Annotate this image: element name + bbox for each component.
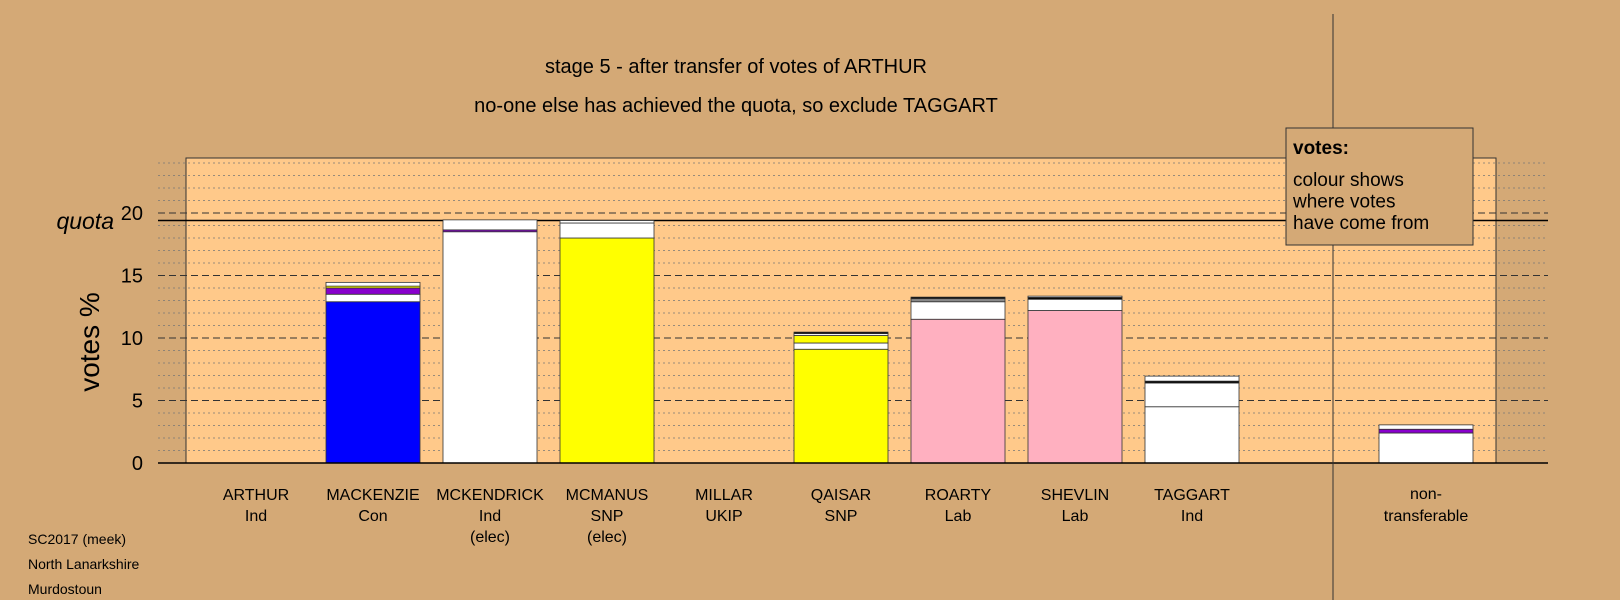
bar-nontransferable-segment [1378,424,1474,430]
bar-mcmanus-segment [559,237,655,464]
bar-taggart-segment [1144,406,1240,464]
candidate-name: TAGGART [1154,487,1230,504]
candidate-name: MCMANUS [566,487,649,504]
candidate-party: Con [358,508,387,525]
chart-title: stage 5 - after transfer of votes of ART… [545,56,927,78]
candidate-party: UKIP [705,508,742,525]
candidate-party: SNP [591,508,624,525]
candidate-party: Ind [479,508,501,525]
bar-qaisar-segment [793,348,889,464]
bar-shevlin-segment [1027,298,1123,311]
bar-shevlin-segment [1027,295,1123,298]
y-axis-label: votes % [74,292,105,392]
bar-qaisar-segment [793,331,889,335]
candidate-party: Lab [1062,508,1089,525]
legend-title: votes: [1293,138,1349,159]
bar-mackenzie-segment [325,281,421,287]
bar-mackenzie-segment [325,293,421,303]
bar-mackenzie-segment [325,301,421,464]
candidate-party: Ind [245,508,267,525]
quota-label: quota [56,208,114,234]
candidate-note: (elec) [470,529,510,546]
candidate-name: SHEVLIN [1041,487,1109,504]
footer-ward: Murdostoun [28,581,102,597]
bar-mcmanus-segment [559,222,655,239]
candidate-name: ROARTY [925,487,992,504]
bar-taggart-segment [1144,382,1240,408]
bar-mcmanus-segment [559,220,655,224]
bar-roarty-segment [910,318,1006,464]
bar-qaisar-segment [793,335,889,344]
legend-text: colour shows [1293,170,1404,191]
bar-roarty-segment [910,301,1006,320]
candidate-party: Lab [945,508,972,525]
bar-roarty-segment [910,296,1006,300]
bar-shevlin-segment [1027,310,1123,464]
bar-nontransferable-segment [1378,432,1474,464]
y-tick-label: 20 [121,203,143,225]
candidate-name: MILLAR [695,487,753,504]
candidate-party: SNP [825,508,858,525]
bar-mckendrick-segment [442,219,538,231]
candidate-name: MCKENDRICK [436,487,544,504]
legend-box [1285,127,1474,246]
candidate-name: ARTHUR [223,487,289,504]
candidate-note: (elec) [587,529,627,546]
candidate-name: MACKENZIE [326,487,419,504]
candidate-name: QAISAR [811,487,871,504]
bars [325,219,1474,464]
legend-text: have come from [1293,213,1429,234]
legend-text: where votes [1292,192,1395,213]
candidate-party: Ind [1181,508,1203,525]
y-tick-label: 0 [132,453,143,475]
y-tick-label: 10 [121,328,143,350]
bar-nontransferable-segment [1378,428,1474,434]
bar-qaisar-segment [793,342,889,350]
footer-election: SC2017 (meek) [28,531,126,547]
chart-subtitle: no-one else has achieved the quota, so e… [474,95,998,117]
bar-roarty-segment [910,298,1006,303]
bar-mckendrick-segment [442,231,538,464]
bar-taggart-segment [1144,375,1240,382]
axes: 0 5 10 15 20 ARTHUR Ind MACKENZIE Con MCKENDRICK I… [121,14,1548,600]
footer-council: North Lanarkshire [28,556,139,572]
y-tick-label: 5 [132,391,143,413]
bar-mackenzie-segment [325,287,421,295]
nontransferable-label: transferable [1384,508,1469,525]
y-tick-label: 15 [121,266,143,288]
nontransferable-label: non- [1410,486,1442,503]
